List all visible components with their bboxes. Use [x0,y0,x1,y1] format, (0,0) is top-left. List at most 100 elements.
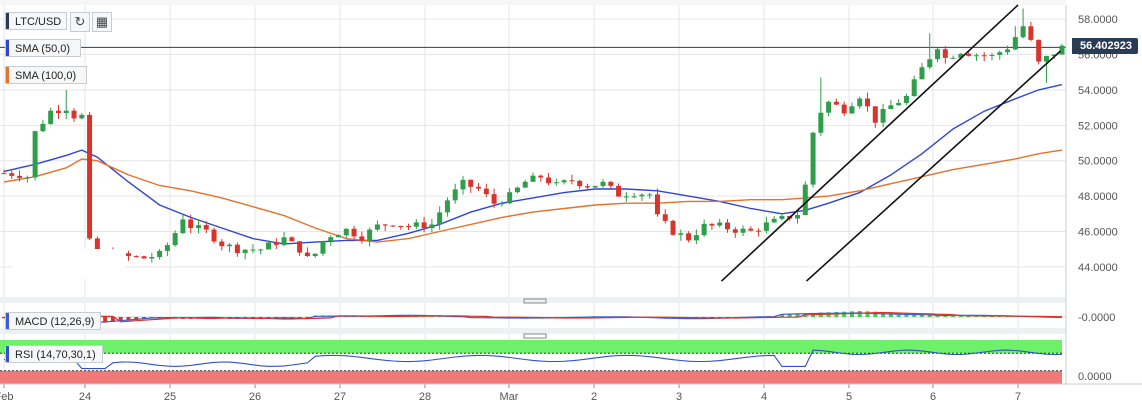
candle-body [733,229,738,232]
candle-body [912,79,917,96]
candle-body [569,180,574,181]
candle-body [414,222,419,226]
pane-separator [0,297,1066,303]
candle-body [725,223,730,230]
candle-body [904,96,909,103]
candle-body [795,215,800,218]
rsi-overbought-zone [0,340,1062,353]
candle-body [951,58,956,59]
candle-body [282,237,287,245]
candle-body [352,229,357,237]
candle-body [554,182,559,183]
candle-body [639,195,644,197]
candle-body [546,178,551,184]
symbol-pill[interactable]: LTC/USD [5,12,67,30]
candle-body [476,187,481,189]
candle-body [647,194,652,195]
blank-overlay [13,249,125,279]
x-tick-label: 27 [334,391,346,403]
sma100-legend[interactable]: SMA (100,0) [5,66,87,84]
symbol-label: LTC/USD [15,16,61,28]
candle-body [663,214,668,221]
candle-body [445,200,450,212]
candle-body [266,243,271,250]
candle-body [989,55,994,56]
candle-body [64,111,69,113]
candle-body [126,253,131,256]
sma50-legend[interactable]: SMA (50,0) [5,39,81,57]
y-tick-label: 54.0000 [1078,85,1118,97]
rsi-swatch [6,346,9,362]
candle-body [173,233,178,245]
candle-body [468,180,473,187]
candle-body [40,124,45,131]
y-tick-label: 52.0000 [1078,120,1118,132]
candle-body [188,219,193,228]
candle-body [997,52,1002,55]
macd-layer: -0.0000 [0,311,1115,324]
candle-body [390,226,395,227]
candle-body [180,219,185,233]
x-tick-label: 24 [79,391,91,403]
candle-body [274,243,279,245]
candle-body [157,251,162,257]
candle-body [655,194,660,214]
sma50-label: SMA (50,0) [15,43,70,55]
candle-body [935,49,940,59]
candle-body [422,222,427,228]
candle-body [250,250,255,251]
candle-body [305,253,310,256]
candle-body [531,176,536,182]
candle-body [764,222,769,230]
x-tick-label: 7 [1015,391,1021,403]
candle-body [437,212,442,224]
y-tick-label: 46.0000 [1078,227,1118,239]
candle-body [406,226,411,227]
candle-body [484,189,489,195]
candle-body [219,242,224,247]
candle-body [72,111,77,119]
candle-body [1036,40,1041,62]
candle-body [1044,56,1049,62]
x-tick-label: 5 [846,391,852,403]
candle-body [297,241,302,252]
candle-body [429,224,434,228]
candle-body [702,224,707,235]
candle-body [616,186,621,197]
candle-body [632,196,637,197]
x-tick-label: 26 [249,391,261,403]
candle-body [48,111,53,124]
pane-resize-handle [524,334,546,338]
candle-body [398,226,403,227]
x-tick-label: 28 [419,391,431,403]
candle-body [134,256,139,257]
candle-body [896,103,901,105]
candle-body [56,111,61,113]
candle-body [375,224,380,229]
candle-body [741,229,746,233]
candle-body [367,230,372,241]
candle-body [849,106,854,113]
macd-label: MACD (12,26,9) [15,316,94,328]
candle-body [888,105,893,109]
candle-body [1013,37,1018,49]
sma100-swatch [6,67,9,83]
macd-legend[interactable]: MACD (12,26,9) [5,312,101,330]
x-tick-label: 4 [761,391,767,403]
candle-body [1028,26,1033,40]
rsi-legend[interactable]: RSI (14,70,30,1) [5,345,103,363]
candle-body [289,237,294,241]
candle-body [492,194,497,204]
candle-body [196,225,201,228]
y-tick-label: 50.0000 [1078,156,1118,168]
candle-body [624,196,629,197]
x-tick-label: Mar [500,391,519,403]
candle-body [313,254,318,256]
calendar-grid-button[interactable]: ▦ [92,12,112,32]
candle-body [227,245,232,247]
refresh-button[interactable]: ↻ [70,12,90,32]
candle-body [585,186,590,187]
candle-body [601,182,606,186]
